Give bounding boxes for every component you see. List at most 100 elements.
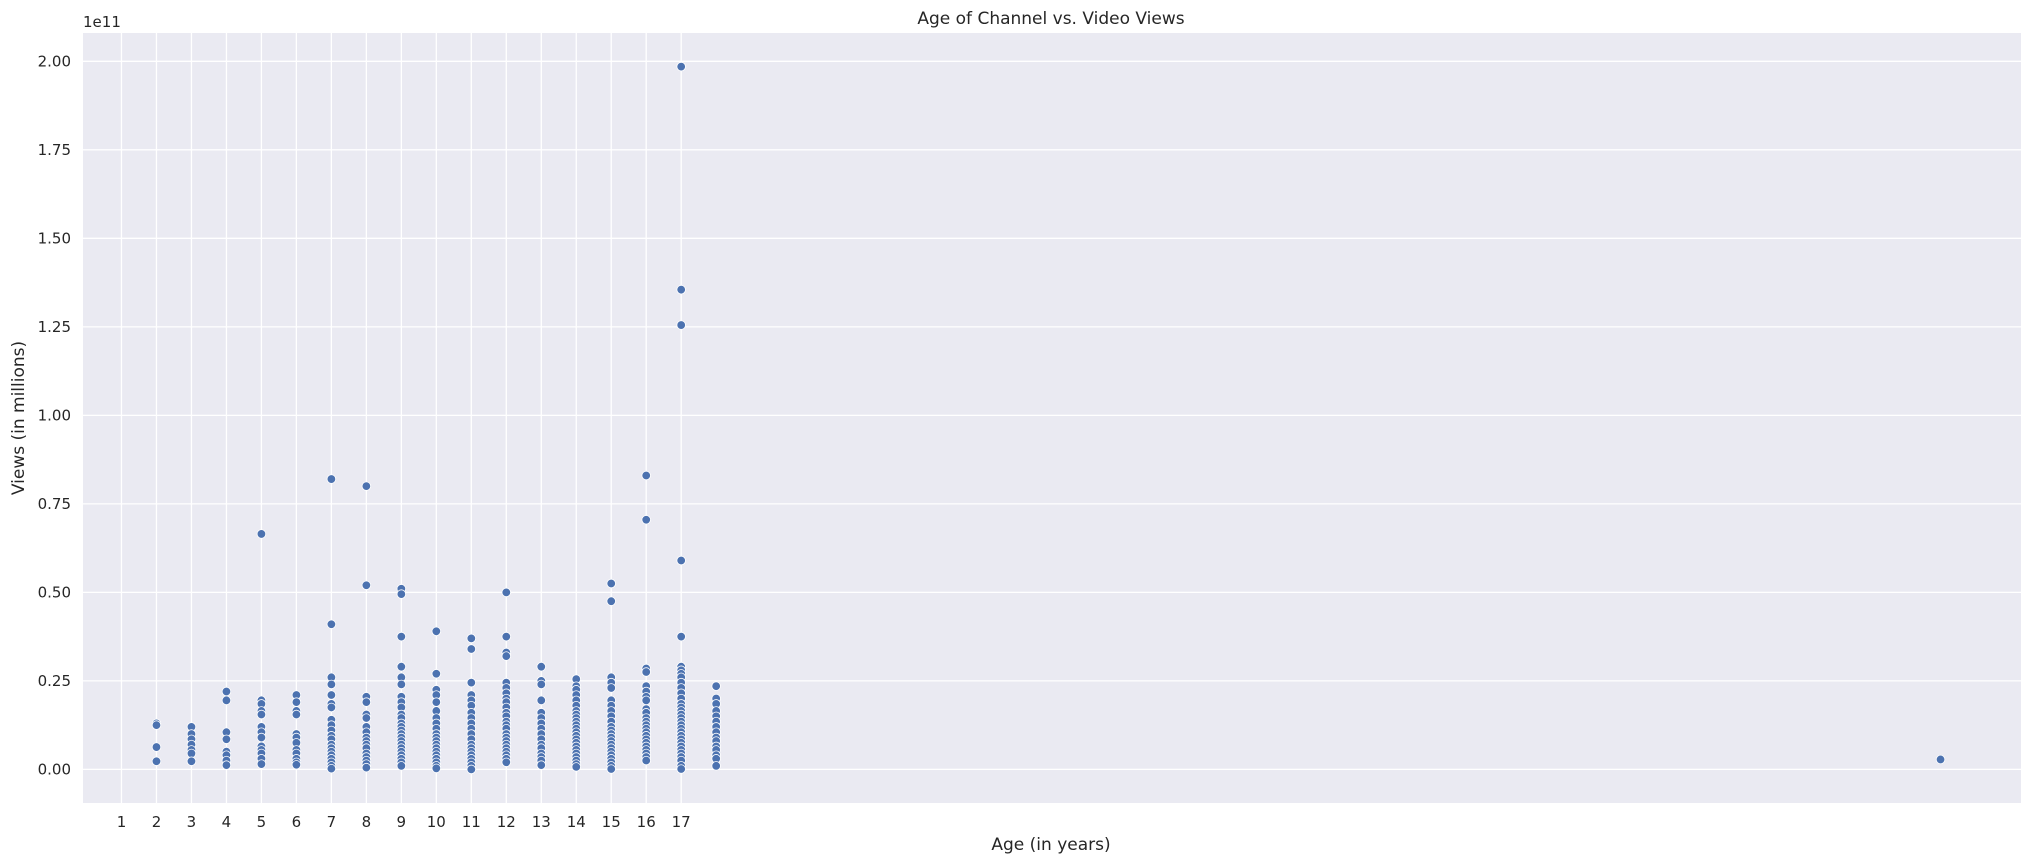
data-point: [221, 686, 232, 697]
data-point: [361, 481, 372, 491]
data-point: [606, 764, 616, 774]
x-tick-label: 13: [532, 813, 551, 831]
data-point: [186, 748, 197, 759]
y-tick-label: 0.50: [38, 583, 71, 601]
data-point: [711, 761, 721, 771]
x-tick-label: 6: [292, 813, 302, 831]
x-tick-label: 16: [637, 813, 656, 831]
x-tick-label: 3: [187, 813, 197, 831]
data-point: [466, 677, 476, 688]
data-point: [501, 587, 511, 598]
data-point: [221, 695, 232, 706]
data-point: [256, 732, 267, 743]
data-point: [326, 619, 337, 629]
data-point: [571, 762, 581, 772]
y-gridlines: [83, 60, 2021, 771]
data-point: [466, 764, 476, 775]
data-point: [1935, 754, 1946, 765]
y-tick-label: 1.75: [38, 141, 71, 159]
x-tick-label: 5: [257, 813, 267, 831]
data-point: [326, 702, 337, 713]
data-point: [606, 683, 616, 693]
data-point: [641, 515, 651, 525]
data-point: [326, 679, 337, 690]
data-point: [431, 763, 442, 774]
data-point: [676, 320, 686, 330]
y-tick-label: 1.00: [38, 406, 71, 424]
data-point: [256, 529, 267, 539]
data-point: [396, 761, 407, 771]
data-point: [431, 626, 442, 636]
data-point: [361, 580, 372, 590]
data-point: [606, 596, 616, 606]
data-points: [151, 61, 1946, 775]
data-point: [396, 662, 407, 672]
data-point: [536, 679, 546, 690]
data-point: [676, 631, 686, 642]
data-point: [361, 697, 372, 707]
x-tick-label: 2: [152, 813, 162, 831]
data-point: [291, 760, 302, 770]
y-tick-labels: 0.00 0.25 0.50 0.75 1.00 1.25 1.50 1.75 2.00: [38, 52, 71, 778]
y-axis-offset-label: 1e11: [83, 13, 121, 31]
y-axis-title: Views (in millions): [9, 341, 29, 495]
data-point: [641, 667, 651, 677]
x-tick-label: 10: [427, 813, 446, 831]
data-point: [396, 679, 407, 690]
data-point: [676, 61, 686, 72]
data-point: [676, 764, 686, 774]
data-point: [431, 697, 442, 707]
x-tick-label: 11: [462, 813, 481, 831]
data-point: [256, 759, 267, 769]
data-point: [466, 644, 476, 654]
data-point: [361, 762, 372, 773]
x-tick-label: 4: [222, 813, 232, 831]
data-point: [221, 760, 232, 770]
data-point: [256, 709, 267, 720]
data-point: [606, 578, 616, 589]
data-point: [536, 760, 546, 770]
x-axis-title: Age (in years): [991, 835, 1110, 855]
data-point: [186, 756, 197, 766]
data-point: [326, 474, 337, 484]
data-point: [641, 755, 651, 766]
x-tick-label: 9: [397, 813, 407, 831]
chart-title: Age of Channel vs. Video Views: [917, 9, 1184, 29]
data-point: [676, 555, 686, 566]
data-point: [676, 284, 686, 295]
data-point: [326, 690, 337, 700]
data-point: [221, 734, 232, 744]
data-point: [501, 757, 511, 767]
x-tick-label: 12: [497, 813, 516, 831]
data-point: [536, 695, 546, 706]
x-tick-label: 1: [117, 813, 127, 831]
data-point: [466, 633, 476, 644]
data-point: [711, 681, 721, 691]
data-point: [501, 651, 511, 661]
y-tick-label: 1.25: [38, 318, 71, 336]
x-tick-label: 8: [362, 813, 372, 831]
y-tick-label: 1.50: [38, 229, 71, 247]
data-point: [641, 470, 651, 481]
plot-area: [83, 33, 2021, 803]
data-point: [396, 589, 407, 599]
y-tick-label: 2.00: [38, 52, 71, 70]
data-point: [536, 662, 546, 672]
x-tick-label: 15: [602, 813, 621, 831]
y-tick-label: 0.75: [38, 495, 71, 513]
x-tick-label: 7: [327, 813, 337, 831]
data-point: [326, 763, 337, 774]
x-tick-labels: 1 2 3 4 5 6 7 8 9 10 11 12 13 14 15 16 17: [117, 813, 691, 831]
data-point: [361, 713, 372, 723]
data-point: [431, 669, 442, 679]
data-point: [291, 697, 302, 707]
data-point: [396, 631, 407, 642]
x-tick-label: 14: [567, 813, 586, 831]
data-point: [291, 709, 302, 720]
data-point: [151, 756, 162, 766]
y-tick-label: 0.25: [38, 672, 71, 690]
x-tick-label: 17: [672, 813, 691, 831]
data-point: [501, 631, 511, 642]
data-point: [151, 742, 162, 752]
